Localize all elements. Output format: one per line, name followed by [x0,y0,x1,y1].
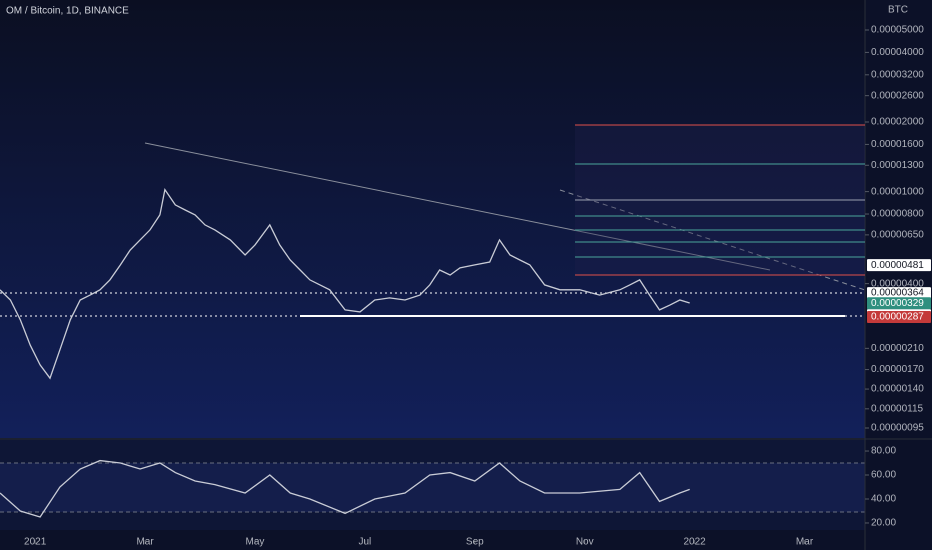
y-tick-label: 0.00004000 [871,47,924,58]
x-tick-label: Sep [466,537,484,548]
y-tick-label: 0.00001000 [871,186,924,197]
y-tick-label: 80.00 [871,446,896,457]
x-tick-label: Mar [136,537,154,548]
fib-levels [575,124,865,276]
y-tick-label: 0.00000115 [871,403,924,414]
y-tick-label: 0.00000210 [871,343,924,354]
price-marker [867,310,931,323]
x-tick-label: 2021 [24,537,47,548]
rsi-band [0,463,865,512]
y-tick-label: 0.00002000 [871,117,924,128]
x-tick-label: Jul [359,537,372,548]
y-tick-label: 0.00001600 [871,139,924,150]
y-tick-label: 0.00001300 [871,160,924,171]
x-tick-label: Mar [796,537,814,548]
y-tick-label: 60.00 [871,470,896,481]
y-tick-label: 0.00000650 [871,230,924,241]
y-tick-label: 20.00 [871,518,896,529]
price-pane [0,0,865,438]
price-marker [867,297,931,310]
y-tick-label: 0.00002600 [871,90,924,101]
y-tick-label: 0.00003200 [871,69,924,80]
price-marker-label: 0.00000329 [871,298,924,309]
y-tick-label: 0.00000170 [871,364,924,375]
price-marker [867,287,931,300]
price-marker-label: 0.00000481 [871,260,924,271]
chart-title: OM / Bitcoin, 1D, BINANCE [6,6,129,17]
y-tick-label: 0.00000800 [871,209,924,220]
price-line [0,187,690,380]
x-tick-label: 2022 [684,537,707,548]
x-tick-label: May [246,537,265,548]
y-tick-label: 40.00 [871,494,896,505]
price-marker-label: 0.00000287 [871,312,924,323]
trend-line [144,142,771,271]
price-line [0,459,690,518]
y-tick-label: 0.00005000 [871,25,924,36]
y-tick-label: 0.00000095 [871,423,924,434]
currency-label: BTC [888,5,908,16]
price-marker [867,259,931,272]
y-tick-label: 0.00000400 [871,278,924,289]
price-marker-label: 0.00000364 [871,288,924,299]
y-tick-label: 0.00000140 [871,384,924,395]
x-tick-label: Nov [576,537,594,548]
